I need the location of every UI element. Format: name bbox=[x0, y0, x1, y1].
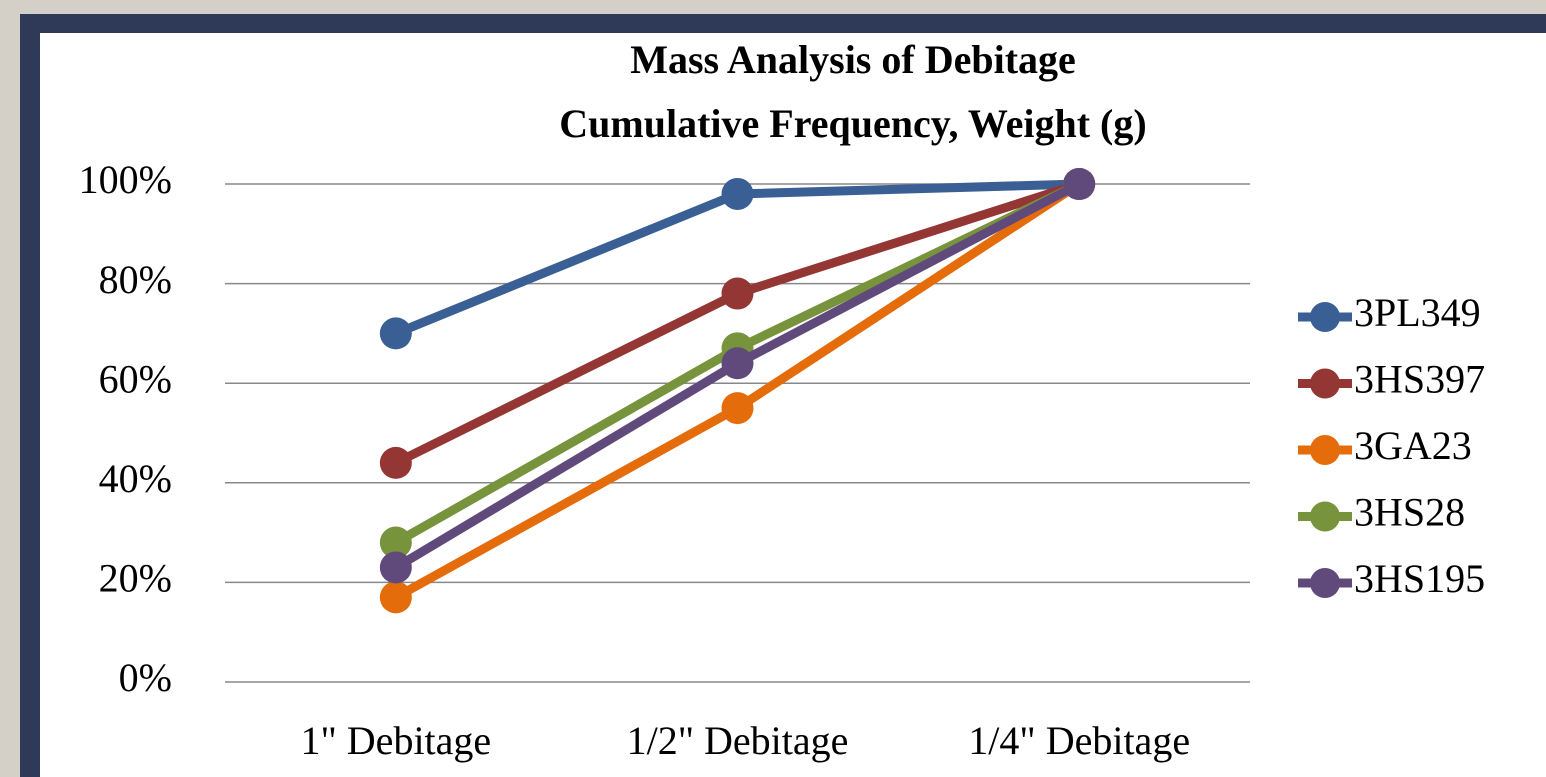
legend-text: 3GA23 bbox=[1354, 423, 1472, 468]
legend-marker bbox=[1310, 568, 1340, 598]
legend-text: 3PL349 bbox=[1354, 290, 1481, 335]
y-tick-label: 60% bbox=[99, 356, 172, 401]
point bbox=[1063, 168, 1096, 200]
point bbox=[379, 581, 412, 614]
legend-marker bbox=[1310, 368, 1340, 399]
point bbox=[379, 551, 412, 584]
x-tick-label: 1/2" Debitage bbox=[627, 718, 849, 763]
legend-marker bbox=[1310, 302, 1340, 332]
x-tick-label: 1/4" Debitage bbox=[968, 718, 1190, 763]
point bbox=[379, 446, 412, 479]
y-tick-label: 100% bbox=[79, 157, 172, 202]
legend-text: 3HS397 bbox=[1354, 357, 1485, 402]
point bbox=[379, 317, 412, 350]
y-tick-label: 80% bbox=[99, 257, 172, 302]
point bbox=[721, 392, 754, 425]
chart-area bbox=[40, 33, 1546, 777]
legend-text: 3HS195 bbox=[1354, 556, 1485, 601]
chart-title: Mass Analysis of Debitage bbox=[630, 37, 1076, 82]
y-tick-label: 20% bbox=[99, 556, 172, 601]
y-tick-label: 0% bbox=[119, 655, 172, 700]
point bbox=[721, 277, 754, 310]
point bbox=[721, 347, 754, 380]
legend-marker bbox=[1310, 435, 1340, 465]
point bbox=[721, 177, 754, 210]
legend-marker bbox=[1310, 501, 1340, 532]
y-tick-label: 40% bbox=[99, 456, 172, 501]
x-tick-label: 1" Debitage bbox=[300, 718, 491, 763]
legend-text: 3HS28 bbox=[1354, 490, 1465, 535]
chart-subtitle: Cumulative Frequency, Weight (g) bbox=[559, 101, 1146, 146]
point bbox=[379, 526, 412, 559]
